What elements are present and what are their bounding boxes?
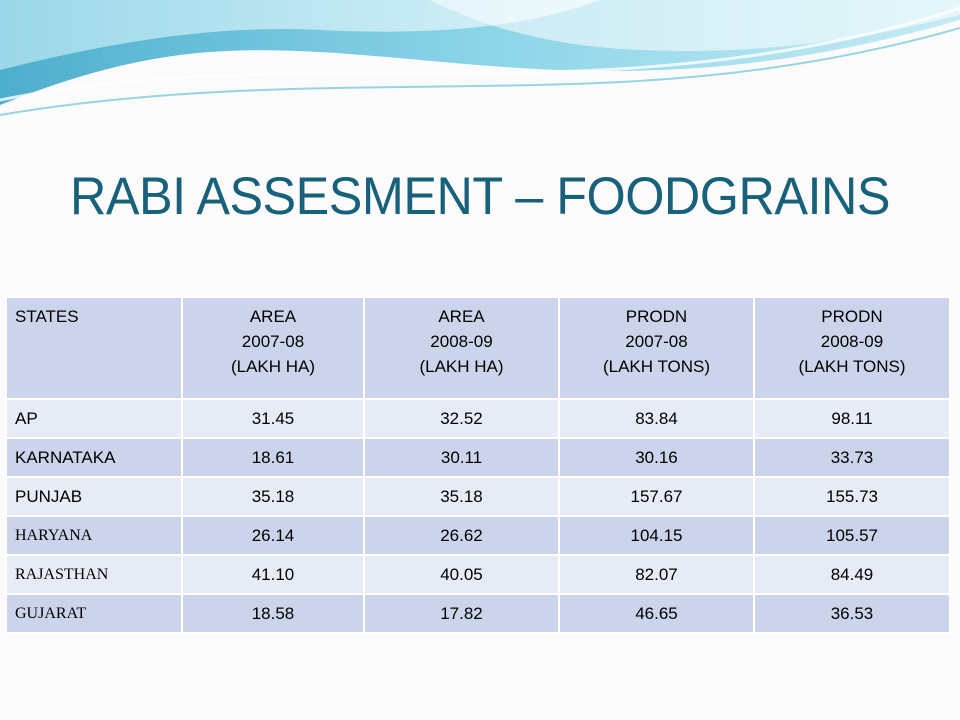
state-cell: PUNJAB [5,476,183,517]
area-2008-09-cell: 30.11 [363,437,560,478]
header-prodn-2007-08: PRODN 2007-08 (LAKH TONS) [558,296,755,400]
area-2007-08-cell: 18.58 [181,593,365,634]
prodn-2008-09-cell: 33.73 [753,437,951,478]
area-2007-08-cell: 18.61 [181,437,365,478]
state-cell: GUJARAT [5,593,183,634]
header-line: 2008-09 [820,332,884,351]
area-2007-08-cell: 35.18 [181,476,365,517]
header-line: (LAKH TONS) [798,357,906,376]
area-2008-09-cell: 32.52 [363,398,560,439]
prodn-2007-08-cell: 82.07 [558,554,755,595]
table-row: PUNJAB 35.18 35.18 157.67 155.73 [5,476,951,517]
header-line: (LAKH HA) [230,357,316,376]
header-line: PRODN [821,307,883,326]
area-2007-08-cell: 41.10 [181,554,365,595]
table-row: HARYANA 26.14 26.62 104.15 105.57 [5,515,951,556]
state-cell: HARYANA [5,515,183,556]
table-row: KARNATAKA 18.61 30.11 30.16 33.73 [5,437,951,478]
table-row: AP 31.45 32.52 83.84 98.11 [5,398,951,439]
header-line: 2007-08 [625,332,688,351]
prodn-2007-08-cell: 46.65 [558,593,755,634]
table-row: RAJASTHAN 41.10 40.05 82.07 84.49 [5,554,951,595]
header-line: (LAKH TONS) [602,357,711,376]
header-states: STATES [5,296,183,400]
prodn-2008-09-cell: 36.53 [753,593,951,634]
header-prodn-2008-09: PRODN 2008-09 (LAKH TONS) [753,296,951,400]
prodn-2008-09-cell: 98.11 [753,398,951,439]
state-cell: KARNATAKA [5,437,183,478]
header-line: 2008-09 [430,332,493,351]
header-line: 2007-08 [241,332,305,351]
area-2008-09-cell: 26.62 [363,515,560,556]
prodn-2007-08-cell: 104.15 [558,515,755,556]
table-row: GUJARAT 18.58 17.82 46.65 36.53 [5,593,951,634]
header-area-2007-08: AREA 2007-08 (LAKH HA) [181,296,365,400]
area-2008-09-cell: 35.18 [363,476,560,517]
area-2007-08-cell: 26.14 [181,515,365,556]
area-2007-08-cell: 31.45 [181,398,365,439]
prodn-2008-09-cell: 84.49 [753,554,951,595]
prodn-2008-09-cell: 155.73 [753,476,951,517]
header-line: PRODN [625,307,688,326]
decorative-wave-header [0,0,960,116]
table-header-row: STATES AREA 2007-08 (LAKH HA) AREA 2008-… [5,296,951,400]
area-2008-09-cell: 17.82 [363,593,560,634]
state-cell: RAJASTHAN [5,554,183,595]
header-line: STATES [15,307,79,326]
header-line: AREA [438,307,485,326]
prodn-2007-08-cell: 30.16 [558,437,755,478]
header-line: AREA [249,307,297,326]
area-2008-09-cell: 40.05 [363,554,560,595]
prodn-2007-08-cell: 83.84 [558,398,755,439]
foodgrains-table: STATES AREA 2007-08 (LAKH HA) AREA 2008-… [5,296,951,634]
header-line: (LAKH HA) [419,357,504,376]
header-area-2008-09: AREA 2008-09 (LAKH HA) [363,296,560,400]
prodn-2008-09-cell: 105.57 [753,515,951,556]
prodn-2007-08-cell: 157.67 [558,476,755,517]
slide-title: RABI ASSESMENT – FOODGRAINS [69,167,891,226]
state-cell: AP [5,398,183,439]
